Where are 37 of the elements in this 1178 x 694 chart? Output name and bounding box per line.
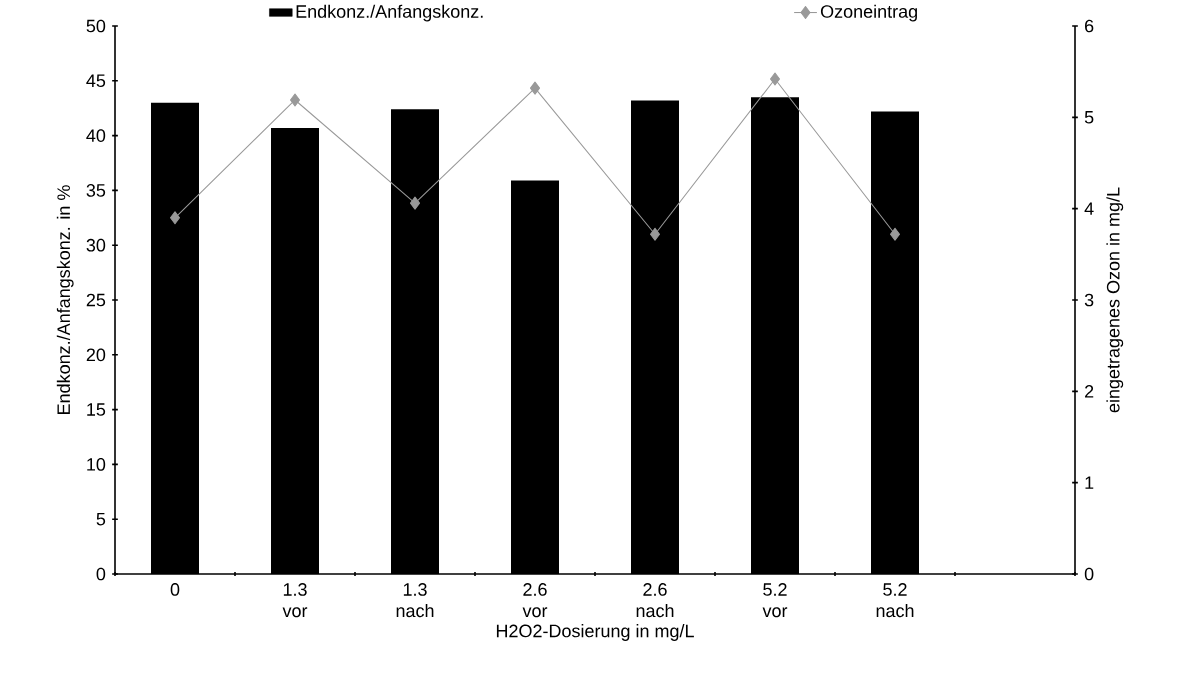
point (649, 227, 661, 241)
x-tick-label: 1.3 vor (282, 583, 308, 618)
y2-tick-label: 4 (1084, 202, 1094, 215)
y-tick-label: 40 (86, 129, 106, 142)
point (529, 81, 541, 95)
y-tick-label: 30 (86, 238, 106, 252)
x-tick-label: 2.6 nach (636, 583, 674, 618)
point (409, 196, 421, 210)
x-tick-label: 0 (170, 583, 180, 596)
y2-tick-label: 5 (1084, 111, 1094, 124)
y-tick-label: 35 (86, 184, 106, 197)
x-axis-title: H2O2-Dosierung in mg/L (496, 624, 694, 641)
legend-label: Endkonz./Anfangskonz. (296, 4, 483, 22)
y2-tick-label: 2 (1085, 385, 1094, 398)
y-tick-label: 10 (87, 458, 106, 471)
y-tick-label: 5 (96, 512, 106, 526)
point (769, 72, 781, 86)
y-axis-title: Endkonz./Anfangskonz. in % (56, 185, 74, 414)
y-tick-label: 15 (87, 403, 106, 416)
y2-tick-label: 1 (1085, 476, 1094, 489)
point (169, 211, 181, 225)
point (289, 93, 301, 107)
x-tick-label: 5.2 vor (762, 583, 788, 618)
y2-tick-label: 6 (1085, 19, 1094, 33)
x-tick-label: 2.6 vor (522, 583, 548, 618)
y2-tick-label: 0 (1084, 567, 1094, 581)
y-tick-label: 25 (86, 293, 106, 307)
point (889, 227, 901, 241)
y-tick-label: 20 (86, 348, 106, 362)
x-tick-label: 1.3 nach (396, 583, 434, 618)
y2-tick-label: 3 (1084, 293, 1094, 307)
x-tick-label: 5.2 nach (876, 583, 914, 618)
y-tick-label: 0 (96, 567, 106, 581)
y-tick-label: 50 (86, 19, 106, 33)
legend-label: Ozoneintrag (820, 4, 917, 22)
y2-axis-title: eingetragenes Ozon in mg/L (1106, 187, 1124, 413)
y-tick-label: 45 (86, 74, 106, 88)
